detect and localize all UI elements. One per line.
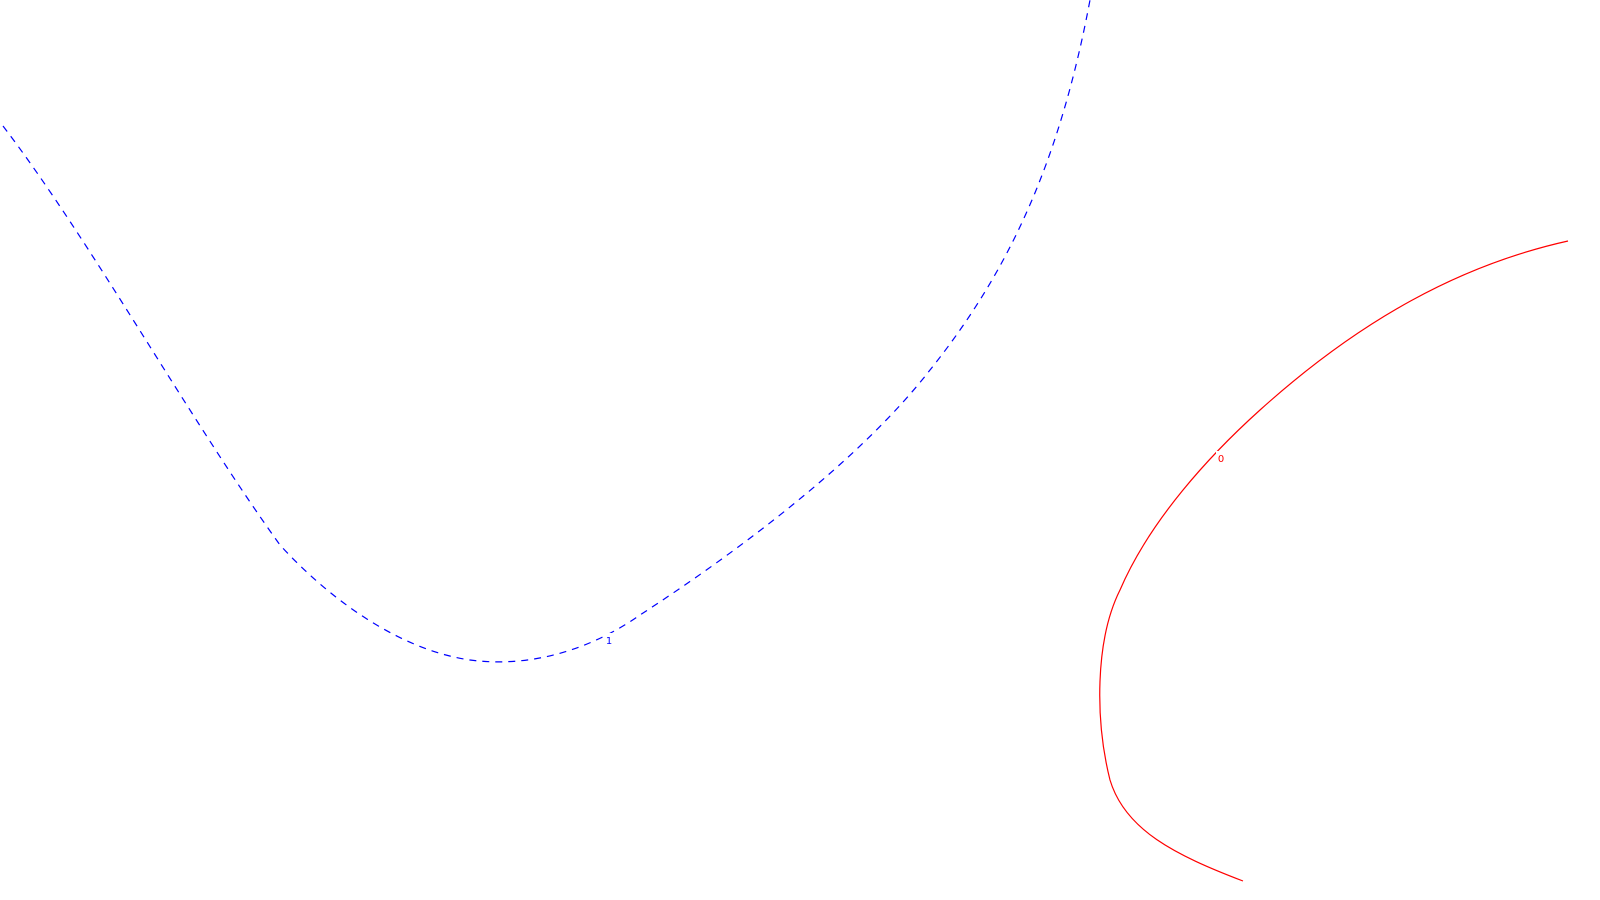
contour-line-level-1: [2, 0, 1091, 663]
contour-label-gap-1: [604, 633, 614, 645]
contour-lines: [2, 0, 1569, 882]
contour-line-level-0: [1099, 240, 1569, 882]
contour-label-gap-0: [1216, 451, 1226, 463]
contour-label-1: 1: [606, 636, 612, 647]
contour-labels: 10: [604, 451, 1226, 647]
contour-label-0: 0: [1218, 454, 1224, 465]
